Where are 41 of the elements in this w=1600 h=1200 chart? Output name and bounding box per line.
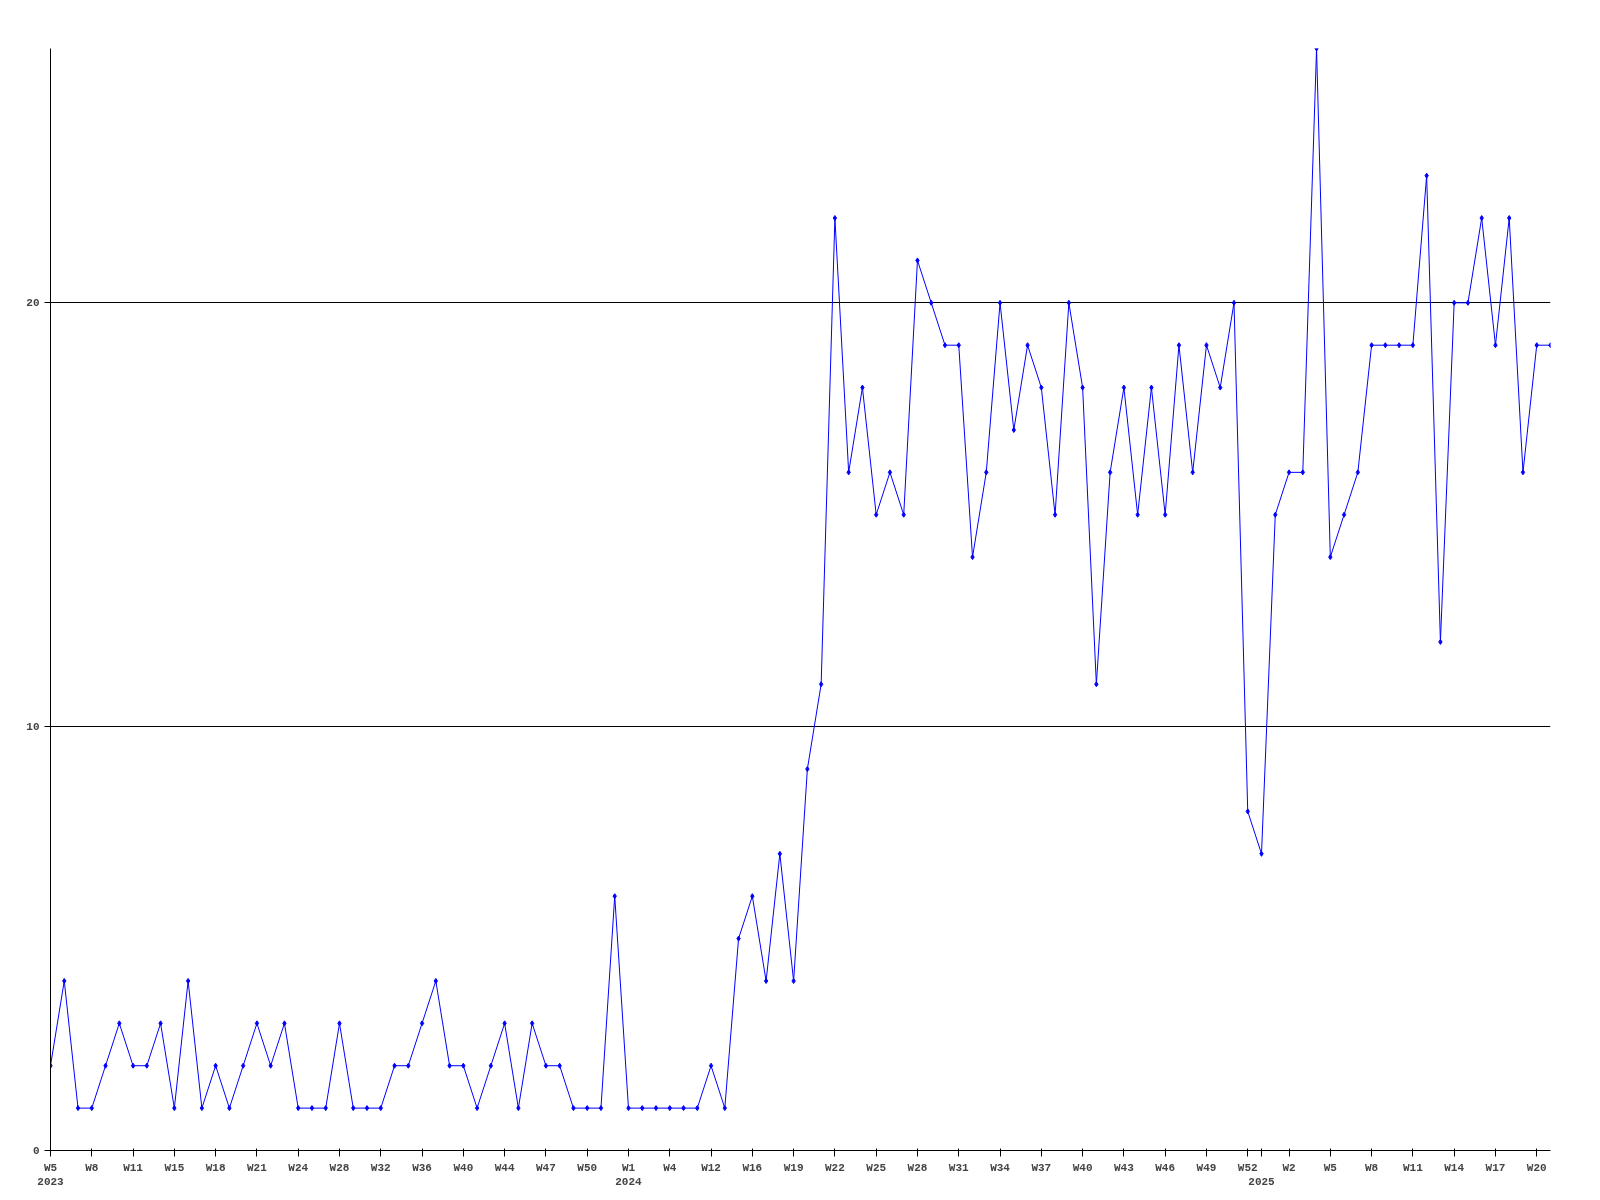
- x-tick-label: W11: [1402, 1161, 1424, 1174]
- x-tick-label: W8: [1365, 1161, 1379, 1174]
- x-tick-label: W37: [1031, 1161, 1052, 1174]
- x-tick-label: W21: [247, 1161, 268, 1174]
- y-tick-label: 10: [26, 721, 40, 734]
- x-tick-label: W19: [783, 1161, 804, 1174]
- x-tick-label: W2: [1282, 1161, 1296, 1174]
- x-tick-label: W28: [329, 1161, 350, 1174]
- x-tick-label: W40: [453, 1161, 474, 1174]
- x-tick-label: W8: [85, 1161, 99, 1174]
- x-tick-label: W11: [123, 1161, 144, 1174]
- x-tick-label: W16: [742, 1161, 763, 1174]
- x-tick-label: W1 2024: [615, 1161, 643, 1188]
- x-tick-label: W32: [370, 1161, 391, 1174]
- x-tick-label: W50: [577, 1161, 598, 1174]
- x-tick-label: W15: [164, 1161, 185, 1174]
- x-tick-label: W12: [701, 1161, 721, 1174]
- x-tick-label: W40: [1072, 1161, 1093, 1174]
- x-tick-label: W28: [907, 1161, 928, 1174]
- x-tick-label: W36: [412, 1161, 432, 1174]
- x-tick-label: W52: [1237, 1161, 1258, 1174]
- x-tick-label: W5 2023: [37, 1161, 65, 1188]
- x-tick-label: W24: [288, 1161, 309, 1174]
- x-tick-label: W47: [536, 1161, 556, 1174]
- x-tick-label: 2025: [1248, 1175, 1276, 1188]
- x-tick-label: W34: [990, 1161, 1011, 1174]
- x-tick-label: W17: [1485, 1161, 1506, 1174]
- x-tick-label: W20: [1526, 1161, 1547, 1174]
- x-tick-label: W49: [1196, 1161, 1217, 1174]
- x-tick-label: W22: [825, 1161, 845, 1174]
- x-tick-label: W25: [866, 1161, 887, 1174]
- x-tick-label: W5: [1323, 1161, 1338, 1174]
- y-tick-label: 0: [32, 1145, 40, 1157]
- x-tick-label: W4: [663, 1161, 677, 1174]
- x-tick-label: W44: [494, 1161, 515, 1174]
- x-tick-label: W43: [1113, 1161, 1135, 1174]
- x-tick-label: W18: [205, 1161, 226, 1174]
- x-tick-label: W14: [1444, 1161, 1465, 1174]
- x-tick-label: W46: [1155, 1161, 1176, 1174]
- x-tick-label: W31: [948, 1161, 970, 1174]
- y-tick-label: 20: [26, 297, 40, 310]
